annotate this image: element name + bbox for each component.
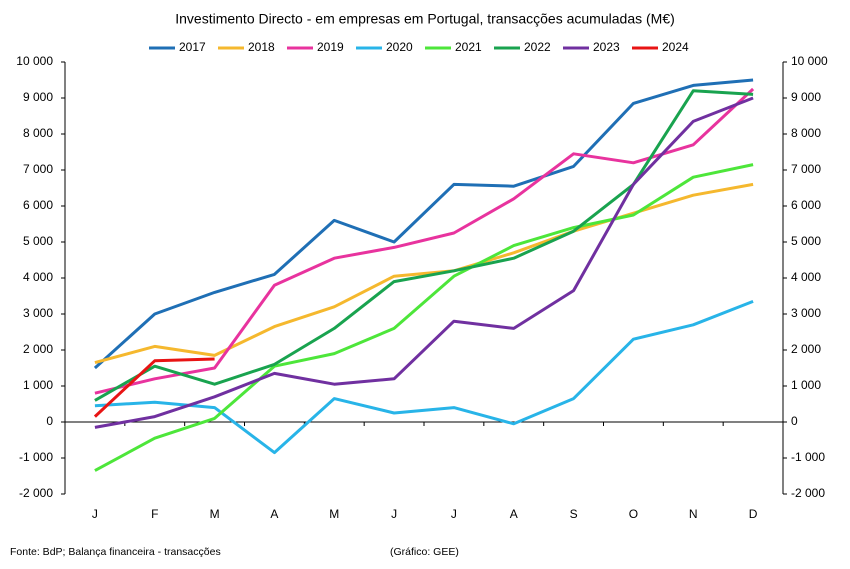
y-tick-label: 7 000 [23,162,53,176]
y2-tick-label: -2 000 [791,486,825,500]
x-tick-label: J [92,507,98,521]
series-line [94,163,754,472]
x-tick-label: O [629,507,638,521]
y-tick-label: 2 000 [23,342,53,356]
series-line [94,87,755,395]
y-tick-label: 6 000 [23,198,53,212]
y-tick-label: 9 000 [23,90,53,104]
y2-tick-label: 0 [791,414,798,428]
legend-label: 2018 [248,40,275,54]
legend-label: 2020 [386,40,413,54]
note: (Gráfico: GEE) [390,546,459,558]
x-tick-label: N [689,507,698,521]
y-tick-label: 3 000 [23,306,53,320]
y2-tick-label: 2 000 [791,342,821,356]
x-tick-label: S [570,507,578,521]
y-tick-label: 1 000 [23,378,53,392]
legend-label: 2024 [662,40,689,54]
x-tick-label: A [510,507,518,521]
series-line [93,357,215,418]
series-line [93,78,754,370]
x-tick-label: A [270,507,278,521]
y2-tick-label: 7 000 [791,162,821,176]
y-tick-label: 0 [46,414,53,428]
y-tick-label: 4 000 [23,270,53,284]
x-tick-label: J [451,507,457,521]
series-line [94,96,754,429]
y2-tick-label: 1 000 [791,378,821,392]
series-line [94,300,754,455]
series-line [94,89,754,402]
y2-tick-label: 6 000 [791,198,821,212]
y-tick-label: 8 000 [23,126,53,140]
y-tick-label: 5 000 [23,234,53,248]
y2-tick-label: 3 000 [791,306,821,320]
y2-tick-label: 4 000 [791,270,821,284]
source: Fonte: BdP; Balança financeira - transac… [10,546,221,558]
x-tick-label: F [151,507,158,521]
y2-tick-label: 10 000 [791,54,828,68]
y-tick-label: 10 000 [16,54,53,68]
x-tick-label: M [329,507,339,521]
x-tick-label: D [749,507,758,521]
y2-tick-label: 8 000 [791,126,821,140]
y-tick-label: -2 000 [19,486,53,500]
legend-label: 2022 [524,40,551,54]
legend-label: 2023 [593,40,620,54]
x-tick-label: J [391,507,397,521]
legend-label: 2019 [317,40,344,54]
y2-tick-label: -1 000 [791,450,825,464]
legend-label: 2017 [179,40,206,54]
y-tick-label: -1 000 [19,450,53,464]
y2-tick-label: 9 000 [791,90,821,104]
chart-title: Investimento Directo - em empresas em Po… [175,11,675,27]
x-tick-label: M [210,507,220,521]
legend-label: 2021 [455,40,482,54]
y2-tick-label: 5 000 [791,234,821,248]
